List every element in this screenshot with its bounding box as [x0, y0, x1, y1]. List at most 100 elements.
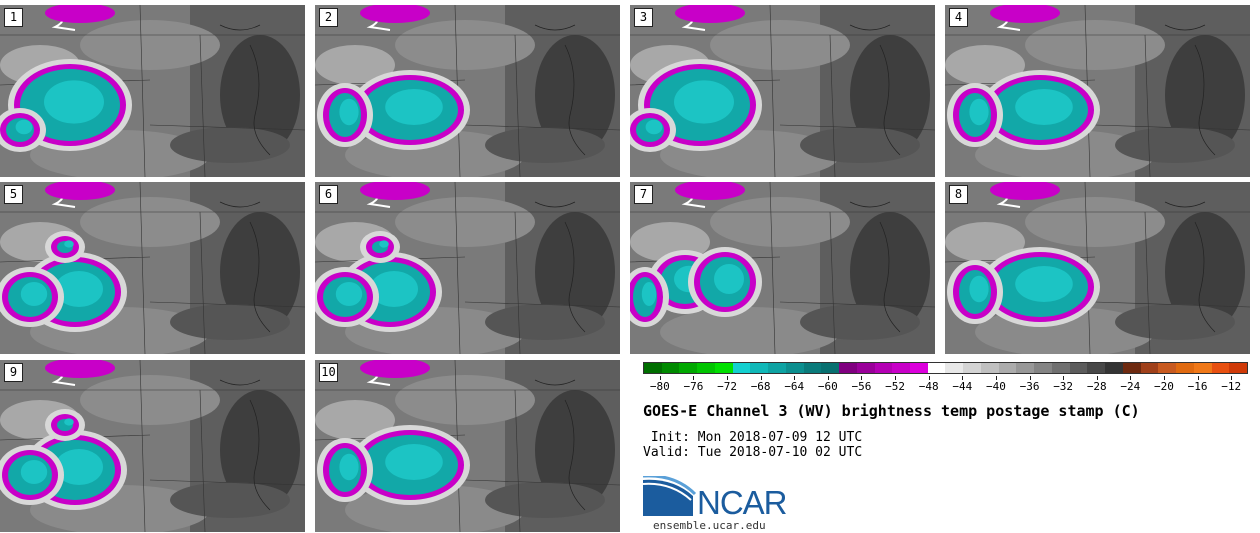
- water-vapor-map: [945, 182, 1250, 354]
- colorbar-tick: [1096, 376, 1098, 380]
- colorbar-tick: [962, 376, 964, 380]
- colorbar-tick: [693, 376, 695, 380]
- colorbar-tick: [827, 376, 829, 380]
- postage-stamp-panel: 3: [630, 5, 935, 177]
- colorbar-tick: [861, 376, 863, 380]
- water-vapor-map: [315, 182, 620, 354]
- panel-number: 8: [949, 185, 968, 204]
- postage-stamp-panel: 1: [0, 5, 305, 177]
- ncar-logo-text: NCAR: [697, 484, 788, 521]
- colorbar-segment: [1176, 363, 1194, 373]
- panel-number: 1: [4, 8, 23, 27]
- postage-stamp-panel: 5: [0, 182, 305, 354]
- colorbar-segment: [768, 363, 786, 373]
- colorbar-tick: [995, 376, 997, 380]
- colorbar-segment: [856, 363, 875, 373]
- water-vapor-map: [0, 5, 305, 177]
- colorbar-tick: [760, 376, 762, 380]
- panel-number: 9: [4, 363, 23, 382]
- colorbar-segment: [963, 363, 981, 373]
- colorbar-tick: [1231, 376, 1233, 380]
- postage-stamp-panel: 10: [315, 360, 620, 532]
- colorbar-segment: [1069, 363, 1088, 373]
- colorbar-ticks: −80 −76 −72 −68 −64 −60 −56 −52 −48 −44 −40 −36 −32−…: [643, 376, 1248, 394]
- postage-stamp-panel: 7: [630, 182, 935, 354]
- water-vapor-map: [315, 360, 620, 532]
- colorbar-segment: [1105, 363, 1123, 373]
- water-vapor-map: [630, 182, 935, 354]
- colorbar-tick-label: −48: [918, 380, 939, 393]
- site-url: ensemble.ucar.edu: [653, 519, 766, 532]
- init-time: Init: Mon 2018-07-09 12 UTC: [643, 430, 863, 445]
- colorbar-segment: [714, 363, 733, 373]
- colorbar-segment: [1229, 363, 1247, 373]
- colorbar-tick-label: −20: [1154, 380, 1174, 393]
- water-vapor-map: [0, 182, 305, 354]
- colorbar-segment: [980, 363, 999, 373]
- panel-number: 2: [319, 8, 338, 27]
- water-vapor-map: [0, 360, 305, 532]
- panel-number: 10: [319, 363, 338, 382]
- colorbar-tick: [727, 376, 729, 380]
- colorbar-segment: [803, 363, 822, 373]
- colorbar-tick-label: −36: [1019, 380, 1040, 393]
- colorbar-tick-label: −56: [851, 380, 872, 393]
- colorbar-segment: [1140, 363, 1159, 373]
- panel-number: 4: [949, 8, 968, 27]
- postage-stamp-panel: 4: [945, 5, 1250, 177]
- colorbar-segment: [945, 363, 964, 373]
- colorbar-segment: [1016, 363, 1035, 373]
- colorbar-segment: [732, 363, 751, 373]
- postage-stamp-panel: 8: [945, 182, 1250, 354]
- panel-number: 5: [4, 185, 23, 204]
- panel-number: 7: [634, 185, 653, 204]
- colorbar-tick-label: −40: [985, 380, 1006, 393]
- figure-title: GOES-E Channel 3 (WV) brightness temp po…: [643, 402, 1140, 420]
- colorbar-segment: [927, 363, 946, 373]
- colorbar-tick-label: −24: [1120, 380, 1141, 393]
- postage-stamp-panel: 9: [0, 360, 305, 532]
- colorbar-segment: [874, 363, 893, 373]
- colorbar-tick: [1130, 376, 1132, 380]
- colorbar-tick-label: −28: [1086, 380, 1107, 393]
- colorbar-segment: [697, 363, 715, 373]
- colorbar-segment: [661, 363, 680, 373]
- colorbar-tick-label: −72: [717, 380, 737, 393]
- colorbar-segment: [892, 363, 911, 373]
- colorbar-segment: [998, 363, 1017, 373]
- colorbar-segment: [644, 363, 662, 373]
- colorbar-tick-label: −16: [1187, 380, 1208, 393]
- colorbar-tick-label: −44: [952, 380, 973, 393]
- colorbar-tick-label: −68: [750, 380, 771, 393]
- colorbar-segment: [1087, 363, 1106, 373]
- colorbar-tick-label: −52: [885, 380, 906, 393]
- colorbar-segment: [821, 363, 840, 373]
- valid-time: Valid: Tue 2018-07-10 02 UTC: [643, 445, 863, 460]
- colorbar-segment: [750, 363, 769, 373]
- water-vapor-map: [315, 5, 620, 177]
- colorbar: [643, 362, 1248, 374]
- colorbar-tick: [1197, 376, 1199, 380]
- ncar-logo-icon: [643, 476, 697, 516]
- colorbar-segment: [1051, 363, 1070, 373]
- colorbar-tick-label: −32: [1053, 380, 1074, 393]
- colorbar-segment: [1034, 363, 1052, 373]
- colorbar-tick: [895, 376, 897, 380]
- colorbar-segment: [910, 363, 928, 373]
- water-vapor-map: [630, 5, 935, 177]
- colorbar-tick: [1063, 376, 1065, 380]
- colorbar-tick-label: −60: [817, 380, 838, 393]
- colorbar-segment: [1193, 363, 1212, 373]
- colorbar-tick: [1029, 376, 1031, 380]
- colorbar-segment: [785, 363, 804, 373]
- colorbar-tick-label: −64: [784, 380, 805, 393]
- colorbar-tick: [659, 376, 661, 380]
- postage-stamp-panel: 2: [315, 5, 620, 177]
- colorbar-segment: [679, 363, 698, 373]
- colorbar-tick-label: −76: [683, 380, 704, 393]
- colorbar-tick: [794, 376, 796, 380]
- colorbar-segment: [839, 363, 857, 373]
- postage-stamp-panel: 6: [315, 182, 620, 354]
- colorbar-tick: [1163, 376, 1165, 380]
- colorbar-tick-label: −80: [649, 380, 670, 393]
